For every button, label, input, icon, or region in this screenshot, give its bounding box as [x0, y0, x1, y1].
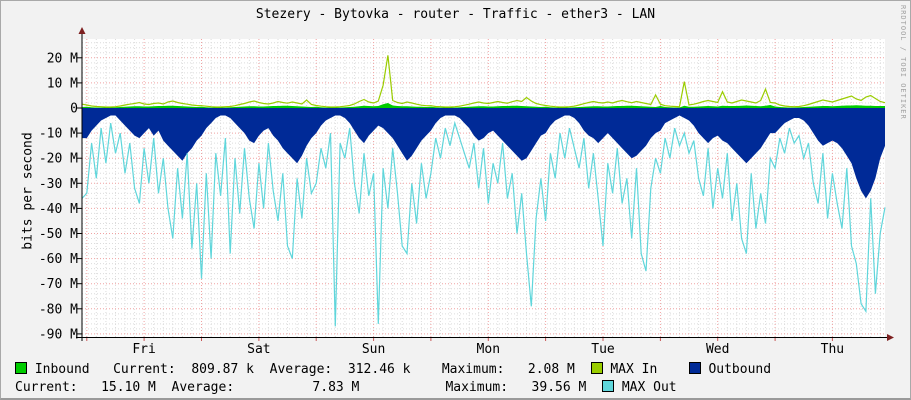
- legend-text: Outbound: [700, 362, 772, 377]
- y-axis-arrow: [78, 27, 86, 34]
- x-day-label: Wed: [706, 342, 729, 357]
- y-tick-label: 0: [70, 102, 78, 117]
- y-tick-label: -80 M: [39, 302, 78, 317]
- legend-text: Inbound Current: 809.87 k Average: 312.4…: [27, 362, 591, 377]
- rrdtool-watermark: RRDTOOL / TOBI OETIKER: [899, 5, 907, 120]
- outbound-swatch: [688, 362, 701, 374]
- y-tick-label: -40 M: [39, 202, 78, 217]
- max-in-swatch: [590, 362, 603, 374]
- outbound-area: [82, 108, 885, 199]
- max-in-line: [81, 55, 886, 108]
- y-tick-label: -60 M: [39, 252, 78, 267]
- inbound-swatch: [15, 362, 27, 374]
- x-day-label: Fri: [132, 342, 155, 357]
- inbound-area: [82, 103, 885, 108]
- y-tick-label: -70 M: [39, 277, 78, 292]
- graph-title: Stezery - Bytovka - router - Traffic - e…: [255, 7, 656, 22]
- max-out-swatch: [602, 380, 614, 392]
- legend-row-2: Current: 15.10 M Average: 7.83 M Maximum…: [15, 379, 771, 397]
- y-tick-label: 10 M: [47, 76, 78, 91]
- x-day-label: Thu: [821, 342, 844, 357]
- y-tick-label: -30 M: [39, 177, 78, 192]
- y-tick-label: -20 M: [39, 152, 78, 167]
- legend: Inbound Current: 809.87 k Average: 312.4…: [15, 361, 771, 397]
- x-axis-arrow: [887, 334, 894, 341]
- y-tick-label: -50 M: [39, 227, 78, 242]
- x-day-label: Tue: [591, 342, 615, 357]
- y-tick-label: -90 M: [39, 327, 78, 342]
- legend-text: Current: 15.10 M Average: 7.83 M Maximum…: [15, 380, 602, 395]
- x-day-label: Sun: [362, 342, 385, 357]
- max-out-line: [81, 120, 886, 327]
- x-day-label: Mon: [477, 342, 500, 357]
- x-day-label: Sat: [247, 342, 270, 357]
- legend-row-1: Inbound Current: 809.87 k Average: 312.4…: [15, 361, 771, 379]
- y-tick-label: 20 M: [47, 51, 78, 66]
- legend-text: MAX Out: [614, 380, 677, 395]
- y-tick-label: -10 M: [39, 127, 78, 142]
- legend-text: MAX In: [602, 362, 689, 377]
- y-axis-label: bits per second: [20, 132, 36, 250]
